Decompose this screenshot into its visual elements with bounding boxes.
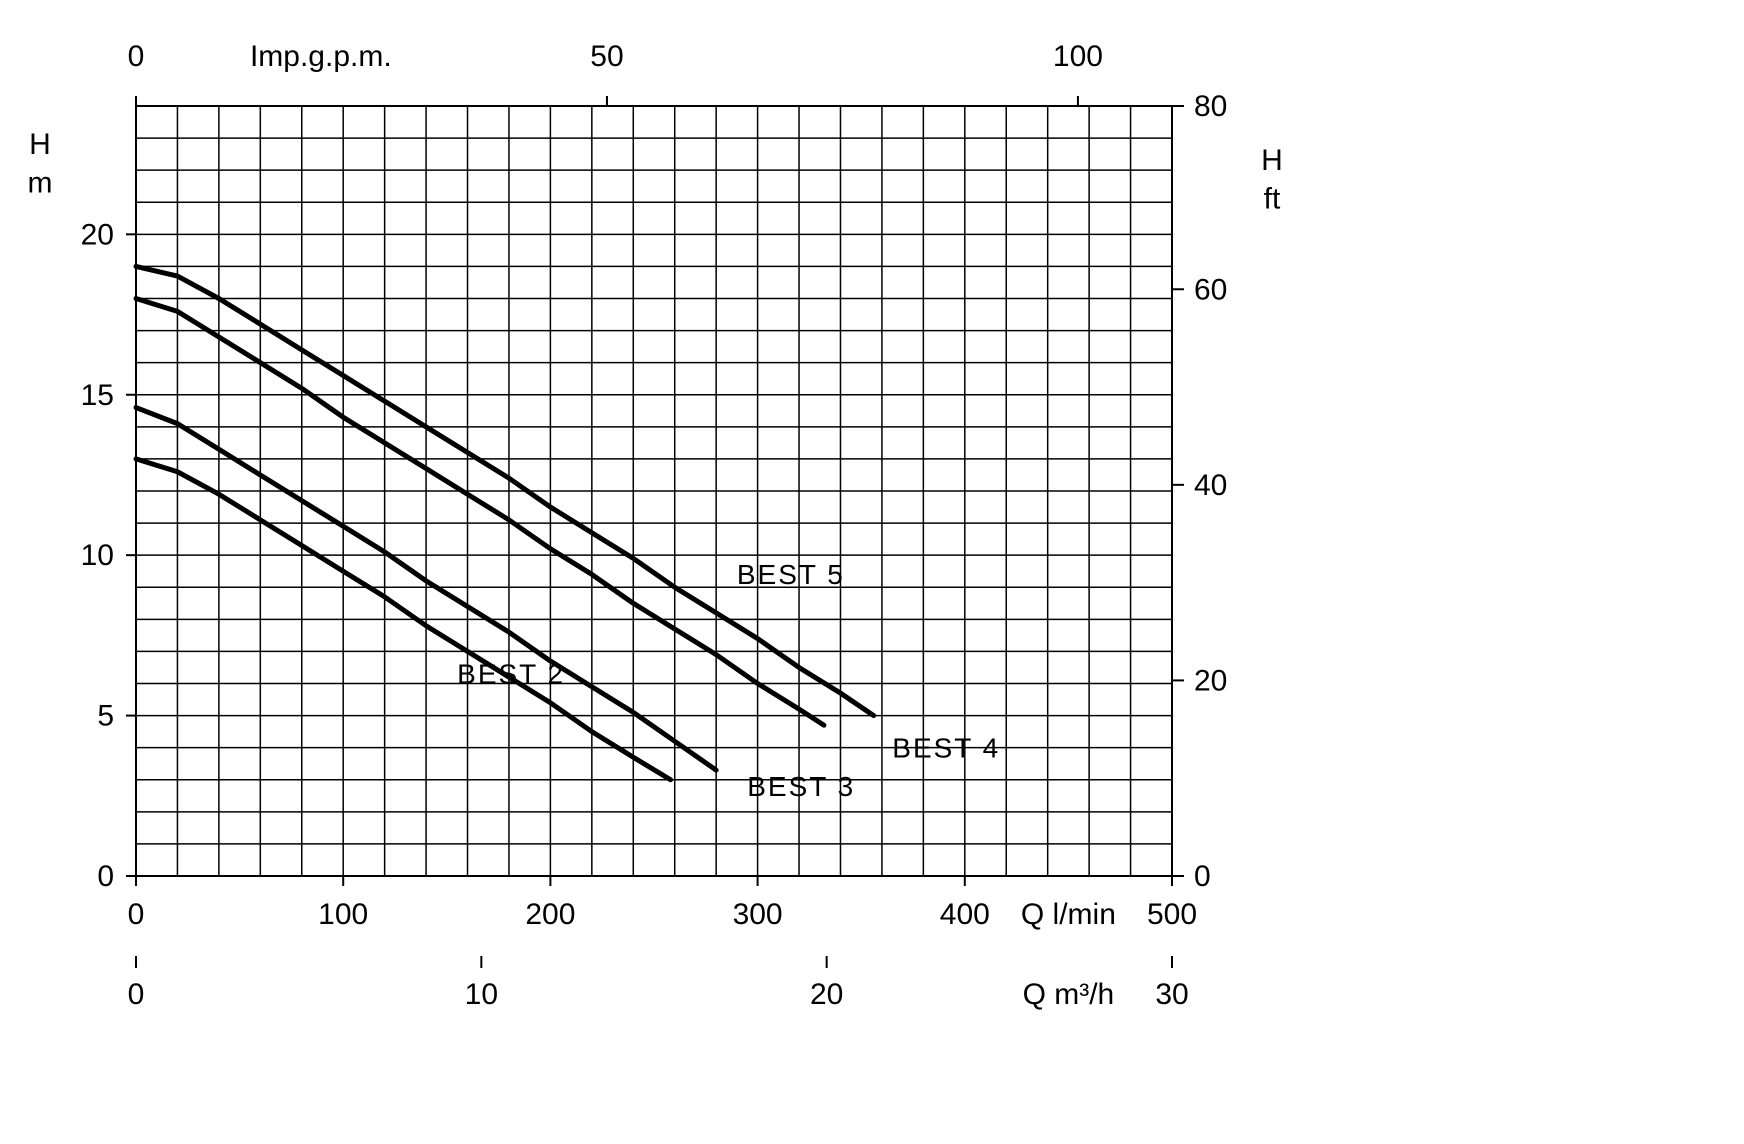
x-tick-lmin-300: 300 [733, 898, 783, 931]
x-tick-m3h-30: 30 [1155, 978, 1188, 1011]
y-tick-ft-20: 20 [1194, 664, 1227, 697]
y-tick-ft-80: 80 [1194, 90, 1227, 123]
y-axis-left-label-m: m [28, 167, 53, 200]
x-tick-lmin-0: 0 [128, 898, 145, 931]
y-tick-ft-0: 0 [1194, 860, 1211, 893]
x-tick-gpm-100: 100 [1053, 40, 1103, 73]
x-tick-lmin-200: 200 [525, 898, 575, 931]
x-axis-gpm-label: Imp.g.p.m. [250, 40, 392, 73]
curve-label-best-5: BEST 5 [737, 559, 845, 590]
x-tick-m3h-0: 0 [128, 978, 145, 1011]
y-tick-m-0: 0 [97, 860, 114, 893]
x-tick-gpm-0: 0 [128, 40, 145, 73]
y-axis-right-label-ft: ft [1264, 183, 1281, 216]
y-tick-ft-40: 40 [1194, 469, 1227, 502]
y-tick-m-15: 15 [81, 379, 114, 412]
x-tick-lmin-100: 100 [318, 898, 368, 931]
x-axis-m3h-label: Q m³/h [1023, 978, 1115, 1011]
curve-label-best-3: BEST 3 [747, 771, 855, 802]
x-axis-lmin-label: Q l/min [1021, 898, 1116, 931]
chart-svg: BEST 2BEST 3BEST 4BEST 50100200300400500… [0, 0, 1744, 1144]
curve-label-best-2: BEST 2 [457, 659, 565, 690]
x-tick-lmin-500: 500 [1147, 898, 1197, 931]
curve-label-best-4: BEST 4 [892, 732, 1000, 763]
y-tick-m-10: 10 [81, 539, 114, 572]
pump-performance-chart: BEST 2BEST 3BEST 4BEST 50100200300400500… [0, 0, 1744, 1144]
x-tick-m3h-10: 10 [465, 978, 498, 1011]
y-tick-ft-60: 60 [1194, 273, 1227, 306]
y-tick-m-20: 20 [81, 218, 114, 251]
x-tick-m3h-20: 20 [810, 978, 843, 1011]
y-axis-left-label-h: H [29, 128, 51, 161]
y-tick-m-5: 5 [97, 700, 114, 733]
y-axis-right-label-h: H [1261, 144, 1283, 177]
x-tick-gpm-50: 50 [590, 40, 623, 73]
x-tick-lmin-400: 400 [940, 898, 990, 931]
